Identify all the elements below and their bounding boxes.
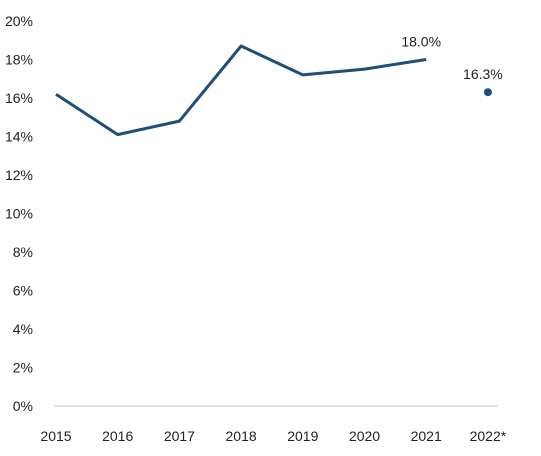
y-tick-label: 12% bbox=[5, 167, 33, 183]
series-line bbox=[55, 44, 427, 137]
y-tick-label: 0% bbox=[13, 398, 33, 414]
x-tick-label: 2021 bbox=[411, 428, 442, 444]
data-label: 16.3% bbox=[463, 66, 503, 82]
x-tick-label: 2016 bbox=[102, 428, 133, 444]
x-tick-label: 2019 bbox=[287, 428, 318, 444]
data-label: 18.0% bbox=[401, 34, 441, 50]
x-tick-label: 2015 bbox=[40, 428, 71, 444]
x-tick-label: 2018 bbox=[226, 428, 257, 444]
y-tick-label: 6% bbox=[13, 283, 33, 299]
x-tick-label: 2017 bbox=[164, 428, 195, 444]
y-tick-label: 16% bbox=[5, 90, 33, 106]
data-points bbox=[483, 88, 492, 97]
data-point bbox=[483, 88, 492, 97]
x-tick-label: 2020 bbox=[349, 428, 380, 444]
x-axis-ticks: 2015 2016 2017 2018 2019 2020 2021 2022* bbox=[40, 428, 506, 444]
y-tick-label: 8% bbox=[13, 244, 33, 260]
y-tick-label: 2% bbox=[13, 360, 33, 376]
y-tick-label: 10% bbox=[5, 206, 33, 222]
y-tick-label: 14% bbox=[5, 129, 33, 145]
y-tick-label: 18% bbox=[5, 52, 33, 68]
data-labels: 18.0% 16.3% bbox=[401, 34, 502, 83]
y-tick-label: 20% bbox=[5, 13, 33, 29]
y-tick-label: 4% bbox=[13, 321, 33, 337]
y-axis-ticks: 0% 2% 4% 6% 8% 10% 12% 14% 16% 18% 20% bbox=[5, 13, 33, 414]
x-tick-label: 2022* bbox=[470, 428, 507, 444]
